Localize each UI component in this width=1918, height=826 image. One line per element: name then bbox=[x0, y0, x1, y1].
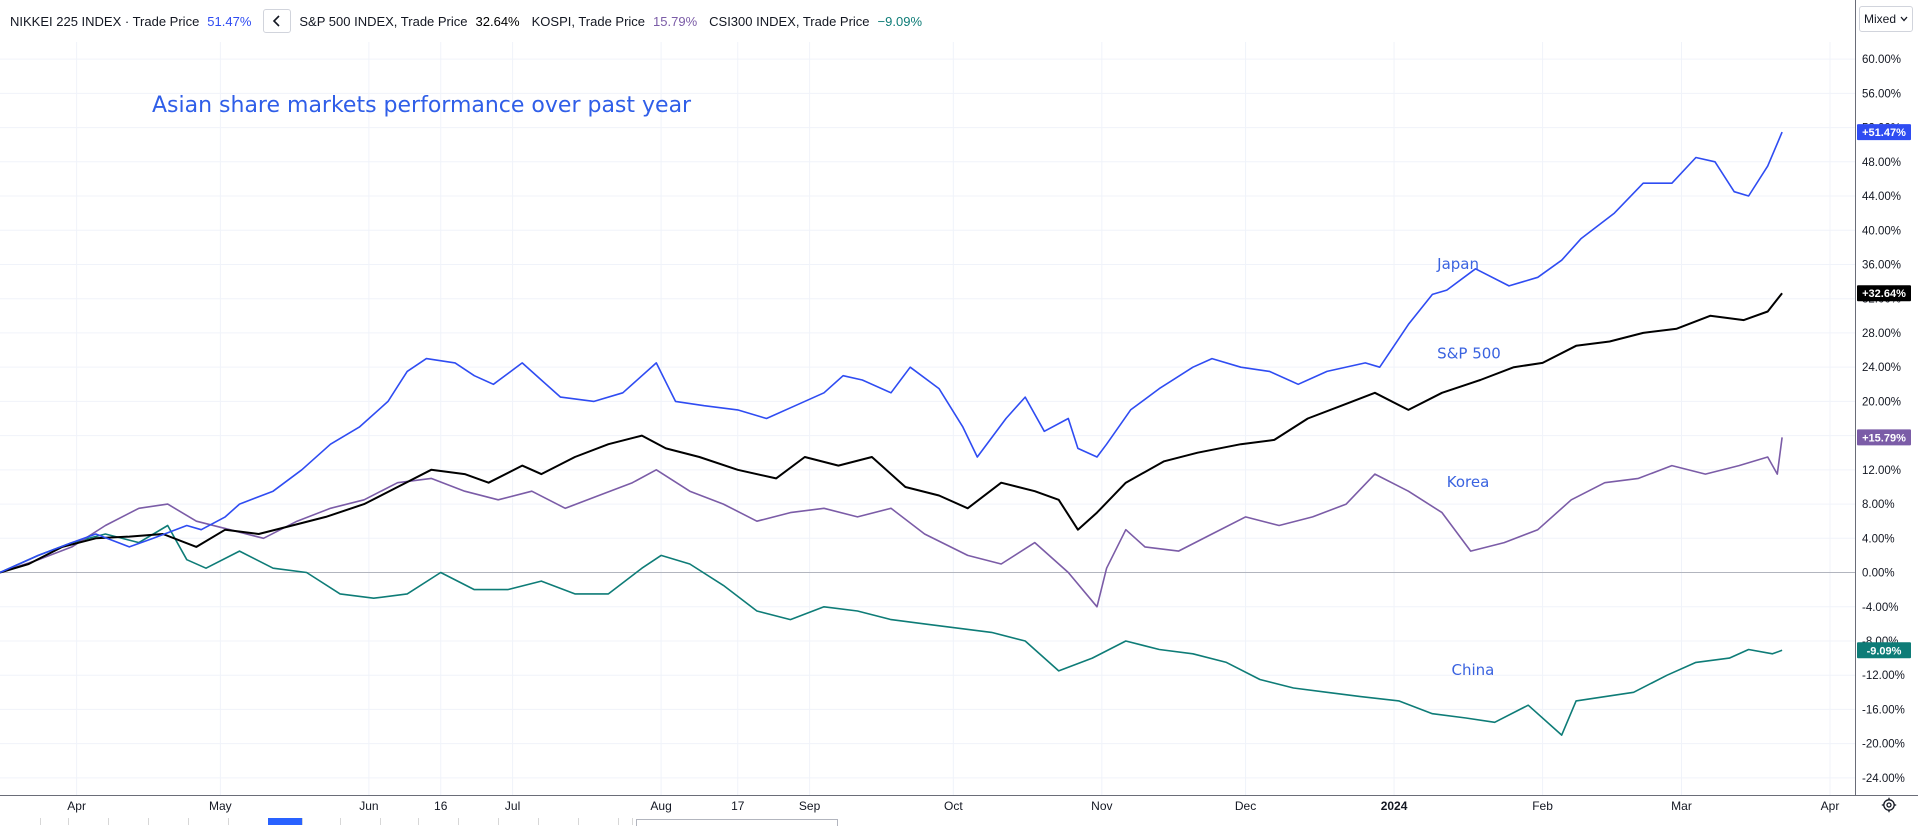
last-value-badge bbox=[1857, 429, 1911, 446]
legend-value: 15.79% bbox=[653, 13, 698, 29]
range-segment[interactable] bbox=[302, 818, 341, 825]
legend-item-csi300[interactable]: CSI300 INDEX, Trade Price −9.09% bbox=[709, 14, 922, 29]
series-label: China bbox=[1452, 661, 1495, 679]
range-handle[interactable] bbox=[636, 819, 838, 826]
range-segment[interactable] bbox=[498, 818, 539, 825]
y-tick-label: 4.00% bbox=[1862, 533, 1895, 545]
x-tick-label: May bbox=[209, 799, 232, 813]
series-label: Korea bbox=[1447, 473, 1490, 491]
last-value-badge bbox=[1857, 124, 1911, 141]
chart-settings-button[interactable] bbox=[1874, 792, 1904, 818]
range-segment[interactable] bbox=[618, 818, 633, 825]
x-tick-label: Jun bbox=[359, 799, 378, 813]
series-line-china bbox=[0, 524, 1783, 736]
legend-value: 51.47% bbox=[207, 13, 252, 29]
legend-name: CSI300 INDEX, Trade Price bbox=[709, 13, 870, 29]
series-line-korea bbox=[0, 437, 1783, 608]
legend-item-nikkei[interactable]: NIKKEI 225 INDEX · Trade Price 51.47% bbox=[10, 14, 251, 29]
x-tick-label: Dec bbox=[1235, 799, 1256, 813]
y-tick-label: 0.00% bbox=[1862, 568, 1895, 580]
y-tick-label: -4.00% bbox=[1862, 602, 1898, 614]
gear-icon bbox=[1881, 797, 1897, 813]
y-tick-label: 56.00% bbox=[1862, 88, 1901, 100]
price-axis[interactable]: 60.00%56.00%52.00%48.00%44.00%40.00%36.0… bbox=[1862, 54, 1905, 785]
x-tick-label: Mar bbox=[1671, 799, 1692, 813]
y-tick-label: 12.00% bbox=[1862, 465, 1901, 477]
y-tick-label: 24.00% bbox=[1862, 362, 1901, 374]
x-tick-label: Apr bbox=[67, 799, 86, 813]
series-line-s-p-500 bbox=[0, 292, 1783, 574]
range-segment[interactable] bbox=[340, 818, 381, 825]
legend-value: −9.09% bbox=[877, 13, 922, 29]
y-tick-label: 28.00% bbox=[1862, 328, 1901, 340]
x-tick-label: Jul bbox=[505, 799, 520, 813]
last-value-label: +51.47% bbox=[1862, 127, 1906, 139]
legend-value: 32.64% bbox=[475, 13, 520, 29]
y-tick-label: 44.00% bbox=[1862, 191, 1901, 203]
range-segment[interactable] bbox=[40, 818, 69, 825]
x-tick-label: Apr bbox=[1821, 799, 1840, 813]
last-value-badge bbox=[1857, 642, 1911, 659]
range-segment[interactable] bbox=[108, 818, 149, 825]
range-segment[interactable] bbox=[228, 818, 269, 825]
x-tick-label: 16 bbox=[434, 799, 448, 813]
chart-title: Asian share markets performance over pas… bbox=[152, 93, 692, 118]
series-label: Japan bbox=[1436, 255, 1479, 273]
range-segment[interactable] bbox=[418, 818, 459, 825]
y-tick-label: 60.00% bbox=[1862, 54, 1901, 66]
series-label: S&P 500 bbox=[1437, 345, 1501, 363]
scale-mode-value: Mixed bbox=[1863, 12, 1896, 26]
legend-item-kospi[interactable]: KOSPI, Trade Price 15.79% bbox=[532, 14, 698, 29]
y-tick-label: -12.00% bbox=[1862, 670, 1905, 682]
range-segment[interactable] bbox=[188, 818, 229, 825]
y-tick-label: 48.00% bbox=[1862, 157, 1901, 169]
scale-mode-select[interactable]: Mixed bbox=[1859, 6, 1913, 32]
last-value-label: +15.79% bbox=[1862, 432, 1906, 444]
legend-bar: NIKKEI 225 INDEX · Trade Price 51.47% S&… bbox=[0, 0, 1855, 42]
y-tick-label: -24.00% bbox=[1862, 773, 1905, 785]
legend-name: NIKKEI 225 INDEX · Trade Price bbox=[10, 13, 200, 29]
x-tick-label: Nov bbox=[1091, 799, 1112, 813]
y-tick-label: -20.00% bbox=[1862, 739, 1905, 751]
chevron-down-icon bbox=[1900, 16, 1908, 22]
y-tick-label: 40.00% bbox=[1862, 225, 1901, 237]
range-segment[interactable] bbox=[268, 818, 303, 825]
range-segment[interactable] bbox=[380, 818, 419, 825]
series-line-japan bbox=[0, 131, 1783, 574]
range-segment[interactable] bbox=[458, 818, 499, 825]
chevron-left-icon bbox=[273, 15, 280, 27]
last-value-label: +32.64% bbox=[1862, 288, 1906, 300]
y-tick-label: 8.00% bbox=[1862, 499, 1895, 511]
legend-item-sp500[interactable]: S&P 500 INDEX, Trade Price 32.64% bbox=[299, 14, 519, 29]
last-value-badge bbox=[1857, 285, 1911, 302]
legend-name: S&P 500 INDEX, Trade Price bbox=[299, 13, 468, 29]
range-segment[interactable] bbox=[68, 818, 109, 825]
x-tick-label: 2024 bbox=[1381, 799, 1408, 813]
range-segment[interactable] bbox=[578, 818, 619, 825]
last-value-labels: -9.09% +15.79% +32.64% +51.47% bbox=[1857, 124, 1911, 659]
x-tick-label: Sep bbox=[799, 799, 821, 813]
y-tick-label: 20.00% bbox=[1862, 396, 1901, 408]
x-tick-label: 17 bbox=[731, 799, 745, 813]
time-axis[interactable]: Apr May Jun 16 Jul Aug 17 Sep Oct Nov Dec 2024 Feb Ma… bbox=[67, 799, 1839, 813]
y-tick-label: -16.00% bbox=[1862, 704, 1905, 716]
range-segment[interactable] bbox=[538, 818, 579, 825]
grid-layer bbox=[0, 42, 1855, 795]
x-tick-label: Feb bbox=[1532, 799, 1553, 813]
legend-name: KOSPI, Trade Price bbox=[531, 13, 646, 29]
range-segment[interactable] bbox=[0, 818, 41, 825]
x-tick-label: Aug bbox=[650, 799, 671, 813]
series-layer: China Korea S&P 500 Japan bbox=[0, 131, 1783, 736]
x-tick-label: Oct bbox=[944, 799, 963, 813]
collapse-legend-button[interactable] bbox=[263, 9, 292, 33]
range-segment[interactable] bbox=[148, 818, 189, 825]
y-tick-label: 36.00% bbox=[1862, 259, 1901, 271]
last-value-label: -9.09% bbox=[1867, 645, 1902, 657]
